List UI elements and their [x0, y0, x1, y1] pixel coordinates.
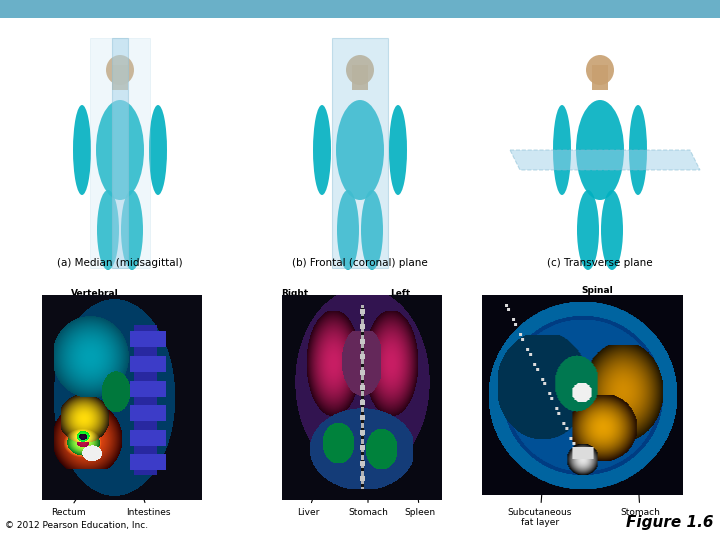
Ellipse shape: [149, 105, 167, 195]
Ellipse shape: [336, 100, 384, 200]
Bar: [112, 65, 128, 90]
Ellipse shape: [586, 55, 614, 85]
Ellipse shape: [313, 105, 331, 195]
Text: Liver: Liver: [485, 296, 519, 357]
Text: (c) Transverse plane: (c) Transverse plane: [547, 258, 653, 268]
Text: Liver: Liver: [297, 481, 319, 517]
Text: Spleen: Spleen: [638, 296, 672, 357]
Text: Subcutaneous
fat layer: Subcutaneous fat layer: [508, 481, 572, 528]
FancyBboxPatch shape: [112, 38, 128, 268]
Ellipse shape: [601, 190, 623, 270]
Text: Right
lung: Right lung: [282, 288, 314, 333]
Text: Heart: Heart: [333, 299, 361, 332]
Text: Figure 1.6: Figure 1.6: [626, 515, 714, 530]
Text: (a) Median (midsagittal): (a) Median (midsagittal): [57, 258, 183, 268]
Text: Stomach: Stomach: [620, 481, 660, 517]
Ellipse shape: [121, 190, 143, 270]
Bar: [0, 0, 720, 18]
Ellipse shape: [553, 105, 571, 195]
FancyBboxPatch shape: [90, 38, 150, 268]
Text: Stomach: Stomach: [348, 481, 388, 517]
Ellipse shape: [576, 100, 624, 200]
Ellipse shape: [346, 55, 374, 85]
Text: Aorta: Aorta: [531, 296, 559, 357]
Text: Left
lung: Left lung: [389, 288, 411, 332]
Text: Spleen: Spleen: [405, 478, 436, 517]
Ellipse shape: [106, 55, 134, 85]
Ellipse shape: [361, 190, 383, 270]
Ellipse shape: [337, 190, 359, 270]
Ellipse shape: [96, 100, 144, 200]
Text: (b) Frontal (coronal) plane: (b) Frontal (coronal) plane: [292, 258, 428, 268]
Bar: [592, 65, 608, 90]
Ellipse shape: [577, 190, 599, 270]
Text: Vertebral
column: Vertebral column: [71, 288, 119, 318]
Ellipse shape: [389, 105, 407, 195]
Bar: [352, 65, 368, 90]
Ellipse shape: [97, 190, 119, 270]
Ellipse shape: [73, 105, 91, 195]
Text: Rectum: Rectum: [50, 482, 86, 517]
FancyBboxPatch shape: [332, 38, 388, 268]
Ellipse shape: [629, 105, 647, 195]
Text: Intestines: Intestines: [126, 483, 170, 517]
Text: © 2012 Pearson Education, Inc.: © 2012 Pearson Education, Inc.: [5, 521, 148, 530]
Polygon shape: [510, 150, 700, 170]
Text: Spinal
cord: Spinal cord: [581, 286, 613, 337]
